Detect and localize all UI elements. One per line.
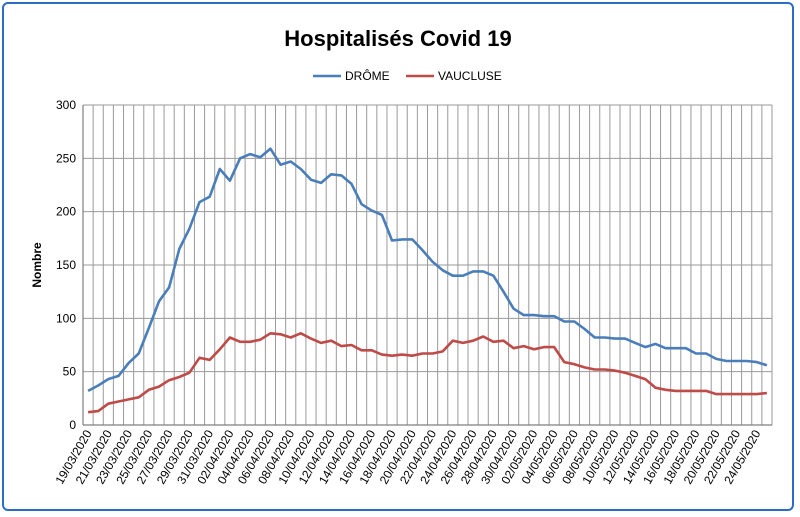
- y-tick-label: 200: [56, 205, 76, 219]
- x-axis-ticks: 19/03/202021/03/202023/03/202025/03/2020…: [53, 427, 764, 486]
- y-tick-label: 100: [56, 311, 76, 325]
- chart-frame: Hospitalisés Covid 19 DRÔME VAUCLUSE Nomb…: [2, 2, 794, 511]
- legend-label-0: DRÔME: [345, 68, 390, 83]
- y-tick-label: 0: [69, 418, 76, 432]
- y-tick-label: 150: [56, 258, 76, 272]
- y-tick-label: 250: [56, 151, 76, 165]
- line-chart: Hospitalisés Covid 19 DRÔME VAUCLUSE Nomb…: [30, 26, 773, 487]
- series-lines: [87, 147, 768, 414]
- grid: [82, 104, 773, 426]
- legend: DRÔME VAUCLUSE: [313, 68, 502, 83]
- y-tick-label: 50: [63, 365, 77, 379]
- chart-title: Hospitalisés Covid 19: [284, 26, 511, 51]
- legend-label-1: VAUCLUSE: [438, 69, 502, 83]
- axes: [82, 105, 772, 426]
- series-line-1: [87, 331, 768, 414]
- series-line-0: [87, 147, 768, 393]
- y-axis-ticks: 0 50 100 150 200 250 300: [56, 98, 76, 432]
- y-tick-label: 300: [56, 98, 76, 112]
- y-axis-label: Nombre: [30, 242, 44, 288]
